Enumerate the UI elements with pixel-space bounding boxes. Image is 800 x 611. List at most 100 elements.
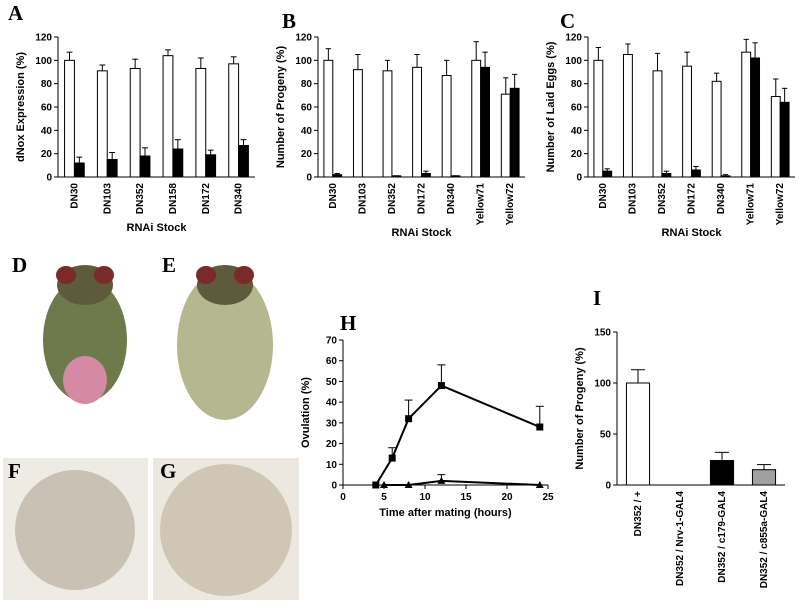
- bar: [64, 59, 75, 178]
- bar: [741, 51, 752, 178]
- photo-g-ovary: [160, 464, 292, 596]
- y-axis-title: Number of Progeny (%): [574, 347, 586, 470]
- x-tick-label: 5: [381, 492, 387, 503]
- bar: [709, 460, 735, 486]
- bar: [205, 154, 217, 178]
- y-tick-label: 0: [605, 481, 611, 492]
- y-tick-label: 50: [326, 377, 338, 388]
- bar: [509, 87, 520, 178]
- bar: [593, 59, 604, 178]
- x-tick-label: DN172: [201, 183, 212, 215]
- x-tick-label: DN103: [102, 183, 113, 215]
- bar: [471, 59, 482, 178]
- bar: [682, 65, 693, 178]
- bar: [661, 173, 672, 178]
- y-tick-label: 70: [326, 336, 338, 347]
- y-tick-label: 120: [295, 33, 312, 44]
- y-axis-title: dNox Expression (%): [15, 52, 27, 162]
- marker: [405, 415, 413, 423]
- bar: [332, 174, 343, 178]
- y-axis-title: Number of Progeny (%): [275, 46, 287, 169]
- x-tick-label: 15: [460, 492, 472, 503]
- x-tick-label: DN103: [627, 183, 638, 215]
- marker: [536, 423, 544, 431]
- bar: [779, 101, 790, 178]
- bar: [622, 54, 633, 178]
- y-tick-label: 0: [46, 173, 52, 184]
- x-tick-label: DN352 / c855a-GAL4: [759, 491, 770, 589]
- x-tick-label: DN352 / c179-GAL4: [717, 491, 728, 583]
- y-tick-label: 20: [41, 149, 53, 160]
- bar: [751, 469, 777, 486]
- panel-letter: C: [560, 9, 575, 33]
- y-tick-label: 120: [35, 33, 52, 44]
- y-tick-label: 60: [326, 356, 338, 367]
- bar: [480, 66, 491, 178]
- bar: [106, 159, 118, 178]
- y-tick-label: 80: [301, 79, 313, 90]
- y-tick-label: 100: [565, 56, 582, 67]
- y-tick-label: 50: [600, 430, 612, 441]
- x-tick-label: Yellow72: [775, 183, 786, 226]
- x-axis-title: RNAi Stock: [392, 227, 453, 239]
- x-tick-label: DN30: [69, 183, 80, 209]
- y-tick-label: 120: [565, 33, 582, 44]
- y-tick-label: 20: [571, 149, 583, 160]
- line: [384, 479, 540, 486]
- photo-f-ovary: [15, 470, 135, 590]
- x-tick-label: DN340: [234, 183, 245, 215]
- marker: [388, 454, 396, 462]
- x-tick-label: DN340: [716, 183, 727, 215]
- y-tick-label: 40: [301, 126, 313, 137]
- x-axis-title: Time after mating (hours): [379, 507, 512, 519]
- line: [374, 384, 541, 486]
- photo-e: [177, 265, 273, 420]
- bar: [720, 175, 731, 178]
- bar: [162, 55, 174, 178]
- x-tick-label: Yellow71: [746, 183, 757, 226]
- panel-letter: D: [12, 253, 27, 277]
- panel-letter: A: [8, 1, 24, 25]
- bar: [238, 145, 249, 178]
- x-tick-label: DN352 / +: [633, 491, 644, 536]
- panel-letter: I: [593, 286, 601, 310]
- x-tick-label: DN172: [417, 183, 428, 215]
- bar: [323, 59, 334, 178]
- panel-letter: H: [340, 311, 356, 335]
- y-tick-label: 20: [326, 439, 338, 450]
- x-tick-label: 0: [340, 492, 346, 503]
- x-tick-label: DN352: [387, 183, 398, 215]
- bar: [500, 93, 511, 178]
- marker: [380, 481, 388, 488]
- photo-d: [43, 265, 127, 404]
- y-tick-label: 60: [301, 103, 313, 114]
- y-tick-label: 80: [571, 79, 583, 90]
- bar: [770, 96, 781, 178]
- bar: [711, 80, 722, 178]
- y-axis-title: Ovulation (%): [300, 377, 312, 448]
- panel-letter: E: [162, 253, 176, 277]
- y-tick-label: 60: [41, 103, 53, 114]
- y-tick-label: 0: [576, 173, 582, 184]
- x-tick-label: DN158: [168, 183, 179, 215]
- panel-letter: F: [8, 459, 21, 483]
- marker: [437, 382, 445, 390]
- bar: [625, 382, 651, 486]
- y-tick-label: 20: [301, 149, 313, 160]
- y-tick-label: 0: [306, 173, 312, 184]
- x-tick-label: DN172: [687, 183, 698, 215]
- y-tick-label: 80: [41, 79, 53, 90]
- bar: [129, 68, 141, 178]
- marker: [372, 481, 380, 489]
- x-axis-title: RNAi Stock: [662, 227, 723, 239]
- marker: [404, 481, 413, 488]
- bar: [441, 75, 452, 178]
- x-tick-label: DN352: [135, 183, 146, 215]
- x-tick-label: DN352: [657, 183, 668, 215]
- y-tick-label: 40: [571, 126, 583, 137]
- bar: [73, 162, 85, 178]
- y-tick-label: 150: [594, 328, 611, 339]
- bar: [352, 69, 363, 178]
- x-tick-label: Yellow72: [505, 183, 516, 226]
